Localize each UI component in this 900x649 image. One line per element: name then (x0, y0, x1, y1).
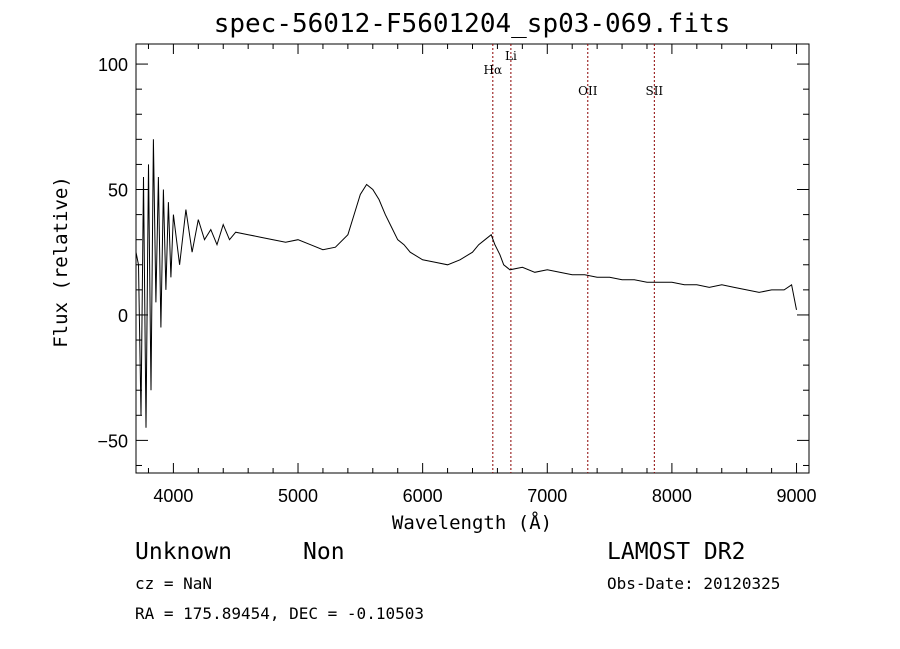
chart-title: spec-56012-F5601204_sp03-069.fits (214, 9, 731, 39)
x-tick-label: 7000 (527, 486, 567, 506)
class-label: Unknown (135, 539, 232, 565)
x-tick-label: 4000 (153, 486, 193, 506)
emission-line-label: Li (505, 49, 517, 63)
plot-frame (135, 43, 810, 474)
emission-line-label: SII (645, 84, 663, 98)
x-axis-title: Wavelength (Å) (392, 511, 552, 534)
x-tick-label: 9000 (777, 486, 817, 506)
cz-label: cz = NaN (135, 574, 212, 593)
x-tick-label: 8000 (652, 486, 692, 506)
y-tick-label: 0 (118, 306, 128, 326)
x-tick-label: 6000 (403, 486, 443, 506)
x-tick-label: 5000 (278, 486, 318, 506)
spectrum-line (135, 139, 797, 428)
y-axis-title: Flux (relative) (50, 176, 72, 348)
obs-date-label: Obs-Date: 20120325 (607, 574, 780, 593)
emission-line-label: OII (578, 84, 598, 98)
survey-label: LAMOST DR2 (607, 539, 745, 565)
subclass-label: Non (303, 539, 345, 565)
coords-label: RA = 175.89454, DEC = -0.10503 (135, 604, 424, 623)
y-tick-label: 100 (98, 55, 128, 75)
emission-line-label: Hα (484, 63, 503, 77)
y-tick-label: 50 (108, 181, 128, 201)
y-tick-label: −50 (97, 431, 128, 451)
plot-axes: 4000 5000 6000 7000 8000 9000 −50 0 50 100 (97, 43, 817, 506)
